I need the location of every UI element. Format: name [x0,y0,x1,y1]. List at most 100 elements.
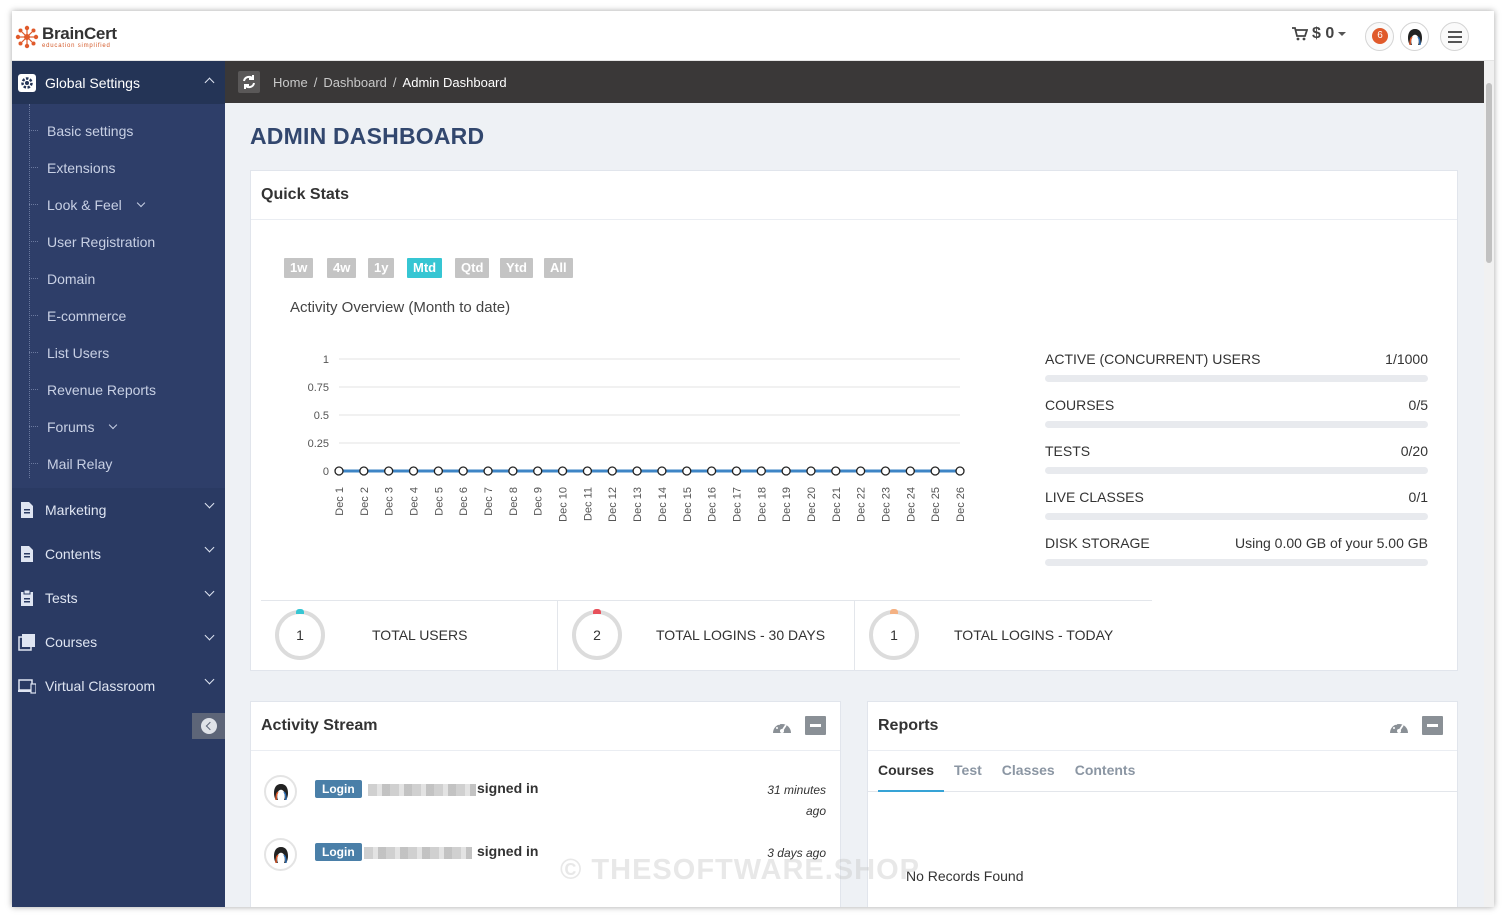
hamburger-menu-button[interactable] [1440,22,1469,51]
scrollbar-thumb[interactable] [1486,83,1492,263]
submenu-item-e-commerce[interactable]: E-commerce [12,297,225,334]
user-menu-button[interactable] [1400,22,1429,51]
refresh-button[interactable] [238,71,260,93]
hamburger-icon [1447,30,1462,43]
usage-label: LIVE CLASSES [1045,489,1144,505]
minimize-button[interactable] [805,716,826,735]
ring-indicator [593,609,601,614]
cart-button[interactable]: $ 0 [1292,25,1347,43]
sidebar-item-label: Marketing [45,502,107,518]
usage-value: 0/1 [1408,489,1428,505]
range-button-qtd[interactable]: Qtd [455,258,490,278]
x-tick-label: Dec 23 [880,487,892,522]
tab-courses[interactable]: Courses [878,751,945,792]
submenu-item-label: Domain [47,270,96,287]
login-badge: Login [315,780,362,798]
chevron-up-icon [204,77,215,88]
data-point [632,466,642,476]
submenu-item-extensions[interactable]: Extensions [12,149,225,186]
sidebar-item-marketing[interactable]: Marketing [12,488,225,532]
data-point [508,466,518,476]
sidebar-item-label: Tests [45,590,78,606]
breadcrumb-dashboard[interactable]: Dashboard [323,74,387,90]
x-tick-label: Dec 14 [657,487,669,522]
panel-title: Reports [868,702,1457,751]
sidebar-item-virtual-classroom[interactable]: Virtual Classroom [12,664,225,708]
sidebar-item-tests[interactable]: Tests [12,576,225,620]
submenu-item-revenue-reports[interactable]: Revenue Reports [12,371,225,408]
data-point [408,466,419,476]
activity-text: signed in [477,780,539,796]
submenu-item-label: Forums [47,418,95,435]
sidebar-item-global-settings[interactable]: Global Settings [12,61,225,104]
x-tick-label: Dec 8 [508,487,520,516]
submenu-item-mail-relay[interactable]: Mail Relay [12,445,225,482]
devices-icon [18,679,36,694]
submenu-item-label: Look & Feel [47,196,122,213]
usage-label: DISK STORAGE [1045,535,1150,551]
submenu-item-label: User Registration [47,233,156,250]
usage-value: Using 0.00 GB of your 5.00 GB [1235,535,1428,551]
panel-title: Quick Stats [251,171,1457,220]
tab-contents[interactable]: Contents [1074,762,1136,778]
submenu-item-label: Revenue Reports [47,381,156,398]
usage-progress-bar [1045,467,1428,474]
page-scrollbar[interactable] [1484,61,1494,907]
sidebar-item-courses[interactable]: Courses [12,620,225,664]
document-icon [21,546,33,562]
sidebar-item-contents[interactable]: Contents [12,532,225,576]
breadcrumb: Home / Dashboard / Admin Dashboard [225,61,1484,103]
data-point [334,466,344,476]
main-content: ADMIN DASHBOARD Quick Stats 1w 4w 1y Mtd… [225,103,1484,907]
tab-test[interactable]: Test [954,762,982,778]
notifications-button[interactable]: 6 [1365,22,1394,51]
range-button-4w[interactable]: 4w [327,258,357,278]
submenu-item-look-and-feel[interactable]: Look & Feel [12,186,225,223]
submenu-item-forums[interactable]: Forums [12,408,225,445]
sidebar-collapse-button[interactable] [192,713,225,739]
usage-progress-bar [1045,513,1428,520]
range-button-1y[interactable]: 1y [368,258,395,278]
brain-logo-icon [15,25,39,49]
totals-row: 1 TOTAL USERS 2 TOTAL LOGINS - 30 DAYS 1… [261,600,1152,671]
range-button-all[interactable]: All [544,258,573,278]
dashboard-gauge-icon[interactable] [771,717,793,737]
x-tick-label: Dec 12 [607,487,619,522]
usage-label: TESTS [1045,443,1091,459]
tab-classes[interactable]: Classes [1001,762,1055,778]
ring-indicator [890,609,898,614]
data-point [855,466,866,476]
x-tick-label: Dec 10 [558,487,570,522]
dashboard-gauge-icon[interactable] [1388,717,1410,737]
breadcrumb-home[interactable]: Home [273,74,308,90]
data-point [533,466,543,476]
range-button-ytd[interactable]: Ytd [500,258,533,278]
brand-logo[interactable]: BrainCert education simplified [14,21,117,53]
document-icon [21,502,33,518]
range-button-1w[interactable]: 1w [284,258,314,278]
data-point [483,466,493,476]
sidebar-item-label: Virtual Classroom [45,678,156,694]
submenu-item-basic-settings[interactable]: Basic settings [12,112,225,149]
minimize-button[interactable] [1422,716,1443,735]
submenu-item-domain[interactable]: Domain [12,260,225,297]
caret-down-icon [1338,32,1347,36]
data-point [930,466,940,476]
submenu-item-label: Mail Relay [47,455,113,472]
chevron-down-icon [136,198,145,207]
brand-name: BrainCert [42,24,117,43]
stat-label: TOTAL USERS [372,627,468,643]
submenu-item-user-registration[interactable]: User Registration [12,223,225,260]
x-tick-label: Dec 21 [831,487,843,522]
range-button-mtd[interactable]: Mtd [407,258,443,278]
stat-value: 1 [296,627,304,643]
gear-icon [18,73,36,92]
submenu-item-list-users[interactable]: List Users [12,334,225,371]
x-tick-label: Dec 24 [905,487,917,522]
data-point [955,466,965,476]
login-badge: Login [315,843,362,861]
usage-value: 0/5 [1408,397,1428,413]
data-point [756,466,766,476]
y-tick-label: 0.75 [308,382,329,394]
sidebar-item-label: Contents [45,546,102,562]
